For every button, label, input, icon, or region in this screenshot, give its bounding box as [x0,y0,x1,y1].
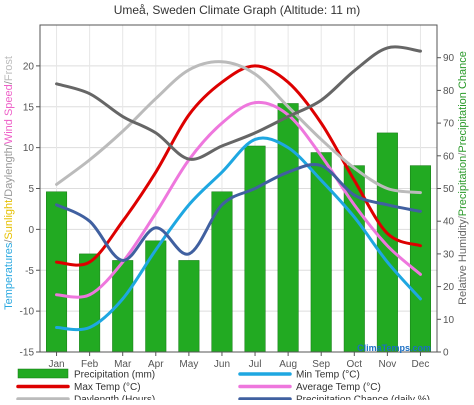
series-line-relative-humidity [55,45,422,161]
precipitation-bar [376,132,398,353]
left-axis-label: Temperatures/Sunlight/Daylength/Wind Spe… [3,56,15,310]
chart-title: Umeå, Sweden Climate Graph (Altitude: 11… [114,3,361,17]
legend-swatch-box [17,368,69,379]
left-tick-label: 15 [23,102,35,113]
right-tick-label: 70 [443,119,455,130]
legend-label: Precipitation (mm) [74,370,155,381]
right-tick-label: 60 [443,151,455,162]
precipitation-bar [244,145,266,353]
series-line-daylength-hours [55,60,422,195]
left-axis-label-part: / [3,80,15,84]
right-tick-label: 50 [443,184,455,195]
x-tick-label: Apr [148,359,164,370]
watermark: ClimaTemps.com [357,343,431,353]
x-tick-label: Feb [81,359,99,370]
left-axis-label-part: Sunlight [3,200,15,240]
legend-label: Precipitation Chance (daily %) [296,395,430,401]
right-axis-label-part: Relative Humidity [457,219,469,305]
left-axis-label-part: / [3,143,15,147]
left-tick-label: 20 [23,61,35,72]
precipitation-bar [145,240,167,353]
left-tick-label: -15 [20,348,35,359]
legend-label: Max Temp (°C) [74,382,141,393]
left-tick-label: 0 [28,225,34,236]
x-tick-label: Jan [48,359,64,370]
x-tick-label: Oct [347,359,363,370]
x-tick-label: Sep [312,359,330,370]
precipitation-bar [79,253,101,353]
left-axis-label-part: Wind Speed [3,84,15,144]
x-tick-label: Dec [412,359,430,370]
series-line-precipitation-chance-daily [55,162,422,262]
series-line-max-temp-c [55,64,422,267]
left-axis-label-part: / [3,239,15,243]
series-line-min-temp-c [55,136,422,332]
x-tick-label: Nov [378,359,396,370]
left-axis-label-part: Temperatures [3,242,15,310]
left-axis-label-part: Frost [3,56,15,81]
series-line-average-temp-c [55,100,422,299]
right-tick-label: 0 [443,348,449,359]
left-tick-label: 10 [23,143,35,154]
precipitation-bar [178,260,200,353]
left-tick-label: -10 [20,307,35,318]
precipitation-bar [277,103,299,353]
x-tick-label: Mar [114,359,132,370]
right-axis-label-part: / [457,215,469,219]
right-tick-label: 40 [443,217,455,228]
x-tick-label: May [179,359,198,370]
x-tick-label: Jul [249,359,262,370]
x-tick-label: Aug [279,359,297,370]
right-tick-label: 30 [443,249,455,260]
left-tick-label: 5 [28,184,34,195]
legend-label: Min Temp (°C) [296,370,360,381]
x-tick-label: Jun [214,359,230,370]
right-axis-label-part: Precipitation Chance [457,51,469,153]
legend-label: Average Temp (°C) [296,382,381,393]
left-tick-label: -5 [25,266,34,277]
left-axis-label-part: Daylength [3,147,15,197]
right-tick-label: 80 [443,86,455,97]
legend-label: Daylength (Hours) [74,395,155,401]
right-tick-label: 10 [443,315,455,326]
left-axis-label-part: / [3,196,15,200]
right-axis-label-part: Precipitation [457,156,469,217]
right-tick-label: 90 [443,53,455,64]
right-tick-label: 20 [443,282,455,293]
right-axis-label-part: / [457,152,469,156]
right-axis-label: Relative Humidity/Precipitation/Precipit… [457,51,469,305]
